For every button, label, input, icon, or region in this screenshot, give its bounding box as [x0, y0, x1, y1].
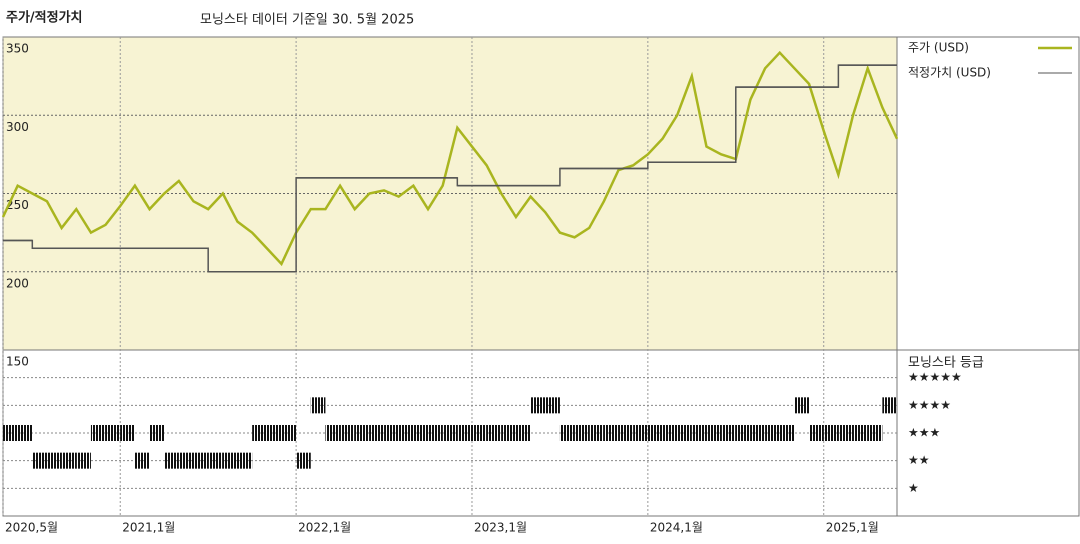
rating-label: ★	[908, 481, 919, 495]
rating-bar	[237, 452, 253, 469]
rating-bar	[32, 452, 47, 469]
rating-bar	[853, 425, 868, 441]
rating-bar	[706, 425, 722, 441]
rating-bar	[340, 425, 355, 441]
y-tick-label: 250	[6, 198, 29, 212]
rating-bar	[384, 425, 399, 441]
title: 주가/적정가치	[6, 10, 83, 26]
rating-bar	[296, 452, 311, 469]
rating-bar	[325, 425, 341, 441]
rating-bar	[677, 425, 692, 441]
x-tick-label: 2020,5월	[5, 521, 58, 535]
rating-bar	[647, 425, 663, 441]
rating-title: 모닝스타 등급	[908, 356, 984, 371]
rating-bar	[794, 397, 810, 414]
rating-bar	[354, 425, 370, 441]
rating-bar	[721, 425, 736, 441]
rating-bar	[750, 425, 766, 441]
rating-bar	[310, 397, 326, 414]
rating-bar	[3, 425, 18, 441]
rating-bar	[457, 425, 472, 441]
rating-bar	[252, 425, 267, 441]
rating-bar	[266, 425, 282, 441]
rating-bar	[486, 425, 502, 441]
rating-label: ★★★★	[908, 398, 951, 412]
rating-bar	[178, 452, 194, 469]
rating-bar	[90, 425, 106, 441]
rating-bar	[574, 425, 590, 441]
rating-bar	[428, 425, 443, 441]
rating-bar	[501, 425, 516, 441]
rating-bar	[398, 425, 414, 441]
rating-bar	[838, 425, 854, 441]
y-tick-label: 200	[6, 276, 29, 290]
x-tick-label: 2021,1월	[122, 521, 175, 535]
y-tick-label: 300	[6, 120, 29, 134]
rating-bar	[281, 425, 297, 441]
subtitle: 모닝스타 데이터 기준일 30. 5월 2025	[200, 13, 414, 28]
rating-bar	[413, 425, 429, 441]
rating-bar	[46, 452, 62, 469]
y-tick-label: 350	[6, 42, 29, 56]
rating-bar	[471, 425, 487, 441]
rating-bar	[691, 425, 707, 441]
x-tick-label: 2024,1월	[650, 521, 703, 535]
rating-bar	[76, 452, 91, 469]
rating-bar	[193, 452, 209, 469]
rating-bar	[823, 425, 839, 441]
frame	[2, 36, 1080, 517]
rating-bar	[369, 425, 385, 441]
rating-bar	[134, 452, 150, 469]
rating-bar	[442, 425, 458, 441]
rating-label: ★★★★★	[908, 370, 962, 384]
rating-bar	[662, 425, 678, 441]
price-line	[1, 50, 899, 267]
rating-label: ★★	[908, 453, 930, 467]
legend-label: 적정가치 (USD)	[908, 66, 991, 80]
rating-bar	[618, 425, 634, 441]
rating-bar	[882, 397, 897, 414]
rating-bar	[149, 425, 165, 441]
rating-bar	[589, 425, 604, 441]
x-tick-label: 2025,1월	[826, 521, 879, 535]
y-tick-label: 150	[6, 355, 29, 369]
x-tick-label: 2023,1월	[474, 521, 527, 535]
rating-bar	[164, 452, 179, 469]
rating-bar	[17, 425, 33, 441]
rating-bar	[765, 425, 780, 441]
rating-bar	[779, 425, 795, 441]
rating-bar	[559, 425, 575, 441]
rating-bar	[208, 452, 223, 469]
rating-bar	[603, 425, 619, 441]
rating-bar	[809, 425, 824, 441]
rating-bar	[735, 425, 751, 441]
rating-bar	[867, 425, 883, 441]
rating-bar	[530, 397, 546, 414]
rating-bar	[515, 425, 531, 441]
fair-value-connector	[3, 64, 897, 273]
plot-background	[3, 37, 897, 350]
rating-bar	[545, 397, 560, 414]
x-tick-label: 2022,1월	[298, 521, 351, 535]
rating-bar	[61, 452, 77, 469]
rating-bar	[105, 425, 121, 441]
legend-label: 주가 (USD)	[908, 41, 969, 55]
rating-bar	[222, 452, 238, 469]
rating-label: ★★★	[908, 426, 940, 440]
rating-bar	[120, 425, 135, 441]
rating-bar	[633, 425, 648, 441]
